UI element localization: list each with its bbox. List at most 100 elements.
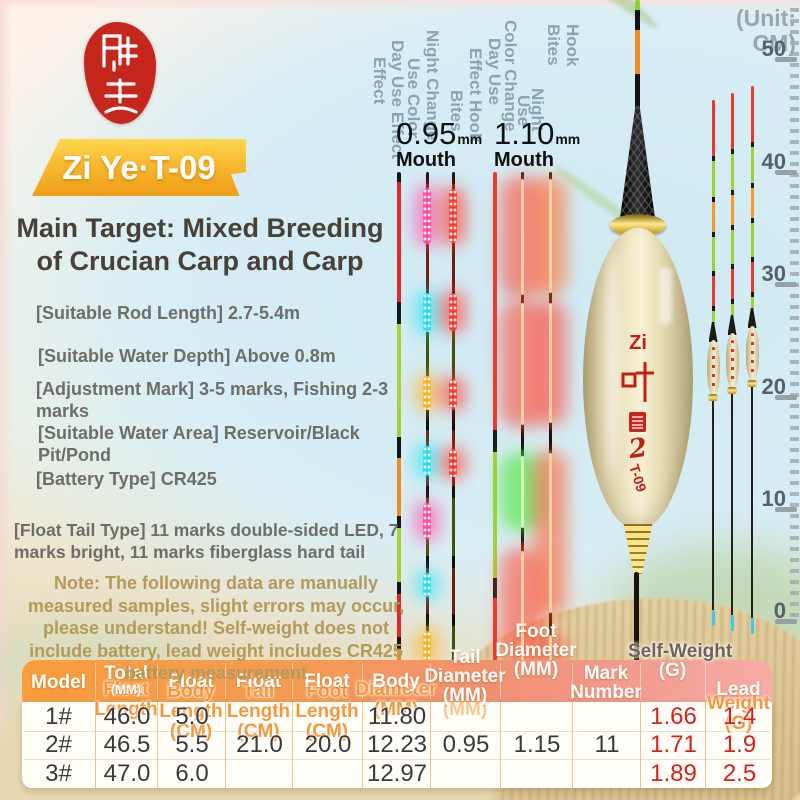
table-header-separator	[225, 663, 226, 699]
table-cell-body_len: 5.0	[157, 702, 226, 731]
big-float-body	[583, 228, 693, 530]
table-cell-total: 46.0	[95, 702, 158, 731]
tail-glow-core	[520, 551, 524, 661]
table-header-cell-total: (MM)	[110, 682, 142, 697]
table-header-cell-mark: Mark	[583, 663, 629, 684]
title-badge: Zi Ye·T-09	[32, 139, 246, 196]
table-cell-total: 46.5	[95, 731, 158, 759]
table-cell-model: 2#	[45, 731, 72, 758]
mouth-value: 1.10	[494, 116, 555, 151]
tail-glow-core	[520, 179, 524, 295]
table-header-cell-tail_len: Float	[235, 671, 282, 692]
table-header-separator	[362, 663, 363, 699]
note-text: Note: The following data are manually me…	[27, 573, 405, 683]
big-float-gold-collar	[610, 214, 666, 236]
table-header-overlay-body_len: (CM)	[169, 721, 213, 742]
table-header-overlay-tail_len: Tail	[242, 681, 275, 702]
table-header-overlay-body_dia: Diameter	[355, 679, 437, 700]
big-float-antenna	[635, 0, 640, 110]
table-header-cell-body_len: Float	[168, 671, 214, 692]
table-header-separator	[157, 663, 158, 699]
mini-float-tail	[730, 93, 734, 317]
mini-float-tail	[750, 86, 754, 310]
ruler-label: 20	[761, 374, 786, 399]
tail-glow-core	[548, 303, 552, 423]
table-header-cell-model: Model	[31, 672, 86, 693]
mini-float-markings	[730, 340, 734, 382]
table-cell-total: 47.0	[95, 759, 158, 788]
table-cell-body_len: 6.0	[157, 759, 226, 788]
table-header-cell-tail_dia: Tail	[449, 647, 481, 668]
mini-float-cone	[708, 322, 718, 342]
mini-float-gold-ring	[727, 387, 737, 394]
table-header-cell-foot_len: Float	[304, 671, 350, 692]
tail-glow-core	[423, 293, 431, 332]
table-header-separator	[95, 663, 96, 699]
ruler-major-tick	[775, 619, 797, 624]
ruler-label: 30	[761, 261, 786, 286]
table-row-separator	[24, 731, 770, 732]
tail-glow-core	[520, 456, 524, 528]
table-header-separator	[292, 663, 293, 699]
table-cell-self_wt: 1.71	[640, 731, 706, 759]
table-header-cell-body_dia: Body	[372, 671, 420, 692]
table-header-separator	[705, 663, 706, 699]
table-cell-body_dia: 12.23	[362, 731, 431, 759]
brand-seal-logo	[84, 22, 156, 124]
table-cell-tail_len: 21.0	[225, 702, 293, 788]
table-header-overlay-body_len: Length	[159, 701, 223, 722]
ruler-major-tick	[775, 170, 797, 175]
table-cell-lead_wt: 1.9	[705, 731, 773, 759]
main-target-heading: Main Target: Mixed Breeding of Crucian C…	[16, 213, 384, 276]
table-cell-lead_wt: 2.5	[705, 759, 773, 788]
table-cell-model: 3#	[45, 759, 72, 787]
spec-item: [Battery Type] CR425	[36, 469, 217, 489]
ruler-major-tick	[775, 57, 797, 62]
table-cell-body_dia: 11.80	[362, 702, 431, 731]
mouth-diameter-label: 0.95 mm Mouth	[396, 116, 492, 172]
table-cell-body_dia: 12.97	[362, 759, 431, 788]
table-header-overlay-tail_len: Length	[226, 701, 291, 722]
tail-glow-core	[449, 379, 457, 409]
mini-float-foot	[712, 401, 714, 610]
tail-glow-core	[423, 446, 431, 476]
mouth-diameter-label: 1.10 mm Mouth	[494, 116, 590, 172]
ruler-label: 0	[773, 598, 786, 623]
mini-float-cyan-tip	[730, 615, 734, 631]
table-cell-model: 1#	[45, 702, 72, 730]
table-header-separator	[500, 663, 501, 699]
table-header-overlay-body_len: Body	[167, 681, 215, 702]
spec-item: [Suitable Water Area] Reservoir/Black Pi…	[38, 423, 360, 465]
table-header-separator	[430, 663, 431, 699]
mini-float-cone	[727, 315, 737, 335]
mini-float-body	[706, 340, 720, 396]
table-header-cell-foot_dia: (MM)	[513, 659, 559, 680]
table-row-separator	[24, 759, 770, 760]
tail-glow-core	[449, 293, 457, 331]
mouth-value: 0.95	[396, 116, 457, 151]
tail-glow-core	[423, 631, 431, 661]
tail-glow-core	[423, 573, 431, 597]
ruler-label: 40	[761, 149, 786, 174]
table-header-cell-total: Total	[104, 663, 148, 684]
table-header-overlay-foot_len: Foot	[306, 681, 348, 702]
big-float-highlight	[604, 252, 620, 478]
ruler-major-tick	[775, 507, 797, 512]
mouth-word: Mouth	[494, 149, 554, 171]
table-header-overlay-lead_wt: Weight	[707, 693, 770, 714]
ruler-major-tick	[775, 282, 797, 287]
table-header-cell-tail_dia: Diameter	[424, 666, 506, 687]
big-float-seal-stamp	[629, 412, 646, 432]
table-header-overlay-lead_wt: (G)	[724, 713, 753, 734]
table-header-separator	[572, 663, 573, 699]
tail-glow-core	[520, 303, 524, 425]
table-cell-lead_wt: 1.4	[705, 702, 773, 731]
table-header-background	[22, 660, 772, 702]
vertical-label: Bites	[544, 24, 563, 66]
big-float-reflection	[660, 268, 672, 324]
ruler-minor-ticks	[790, 8, 799, 624]
mini-float-body	[725, 333, 739, 389]
big-float-character-ye	[621, 360, 655, 409]
vertical-label: Hook	[563, 24, 582, 67]
